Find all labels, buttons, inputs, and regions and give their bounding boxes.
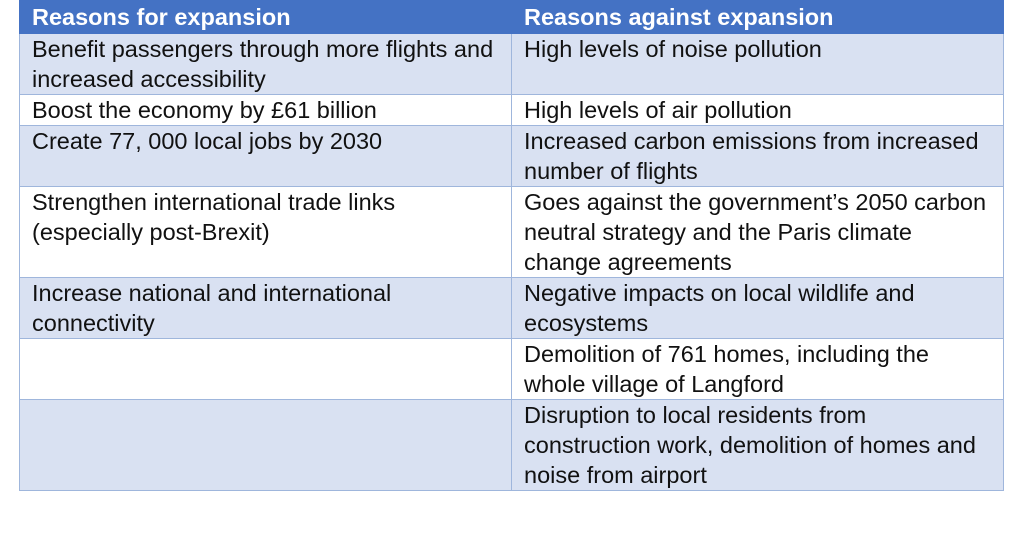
cell-against: Increased carbon emissions from increase… [511,125,1004,187]
table-row: Create 77, 000 local jobs by 2030 Increa… [19,125,1004,187]
table-row: Increase national and international conn… [19,277,1004,339]
cell-against: Goes against the government’s 2050 carbo… [511,186,1004,278]
table-header-row: Reasons for expansion Reasons against ex… [19,0,1004,34]
cell-against: High levels of air pollution [511,94,1004,126]
table-row: Strengthen international trade links (es… [19,186,1004,278]
cell-against: High levels of noise pollution [511,33,1004,95]
expansion-comparison-table: Reasons for expansion Reasons against ex… [19,0,1004,491]
cell-for: Boost the economy by £61 billion [19,94,512,126]
header-reasons-against: Reasons against expansion [511,0,1004,34]
cell-against: Negative impacts on local wildlife and e… [511,277,1004,339]
cell-for [19,338,512,400]
table-row: Demolition of 761 homes, including the w… [19,338,1004,400]
table-row: Benefit passengers through more flights … [19,33,1004,95]
cell-for: Create 77, 000 local jobs by 2030 [19,125,512,187]
cell-for [19,399,512,491]
cell-against: Demolition of 761 homes, including the w… [511,338,1004,400]
table-row: Boost the economy by £61 billion High le… [19,94,1004,126]
header-reasons-for: Reasons for expansion [19,0,512,34]
cell-for: Benefit passengers through more flights … [19,33,512,95]
cell-against: Disruption to local residents from const… [511,399,1004,491]
cell-for: Strengthen international trade links (es… [19,186,512,278]
cell-for: Increase national and international conn… [19,277,512,339]
table-row: Disruption to local residents from const… [19,399,1004,491]
